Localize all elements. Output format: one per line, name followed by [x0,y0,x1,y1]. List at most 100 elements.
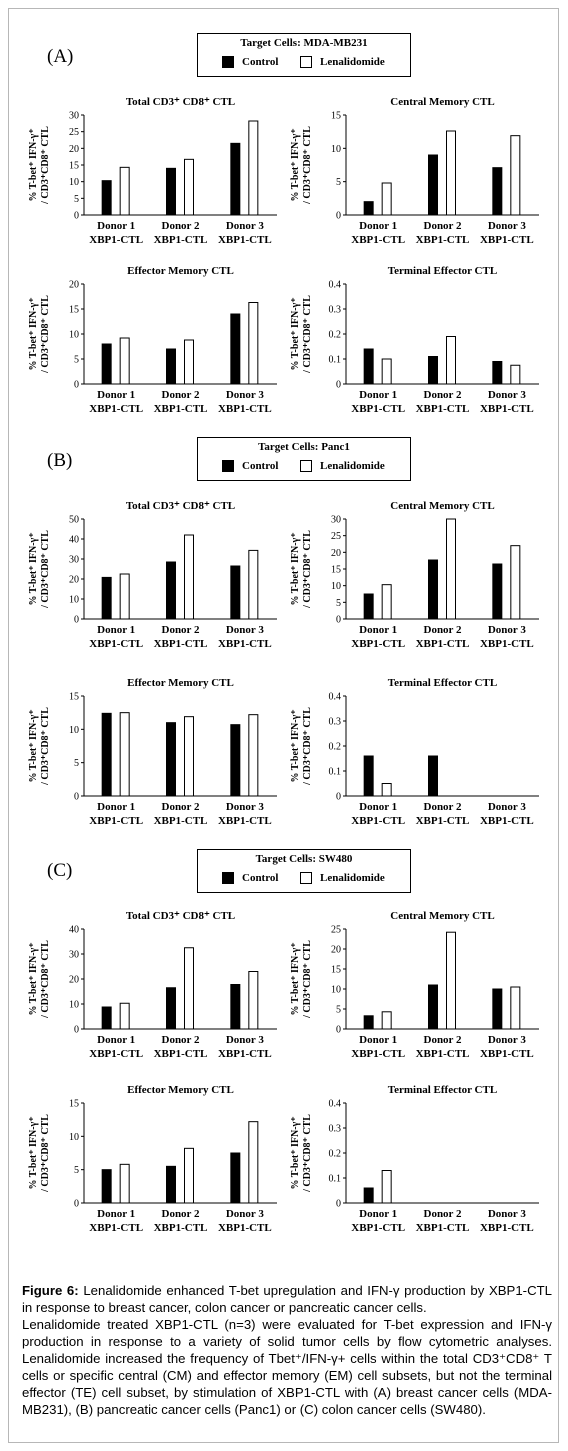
y-tick-label: 0 [74,615,79,626]
legend-control: Control [222,56,278,68]
panel-c-legend: Target Cells: SW480 Control Lenalidomide [197,849,411,893]
bar-control [166,561,176,620]
chart-a-effector-memory: Effector Memory CTL % T-bet⁺ IFN-γ⁺ / CD3⁺… [22,262,284,422]
chart-a-central-memory: Central Memory CTL % T-bet⁺ IFN-γ⁺ / CD3⁺C… [284,93,546,253]
chart-title: Effector Memory CTL [127,677,234,689]
y-tick-label: 20 [69,975,79,986]
y-tick-label: 0.2 [329,1149,342,1160]
bar-lenalidomide [510,364,521,385]
legend-lenalidomide: Lenalidomide [300,872,385,884]
bar-control [230,142,241,216]
x-tick-label-donor: Donor 1 [97,624,135,636]
legend-lenalidomide-label: Lenalidomide [320,56,385,68]
bar-lenalidomide [248,1121,259,1204]
x-tick-label-cell: XBP1-CTL [89,815,143,827]
x-tick-label-donor: Donor 3 [488,389,526,401]
bar-control [492,563,503,620]
chart-b-terminal-effector: Terminal Effector CTL % T-bet⁺ IFN-γ⁺ / CD… [284,674,546,834]
x-tick-label-donor: Donor 2 [424,801,462,813]
bar-lenalidomide [184,158,194,216]
legend-target-cells: Panc1 [321,441,350,453]
x-tick-label-donor: Donor 2 [162,624,200,636]
chart-b-central-memory: Central Memory CTL % T-bet⁺ IFN-γ⁺ / CD3⁺C… [284,497,546,657]
y-tick-label: 15 [331,111,341,122]
y-tick-label: 10 [331,985,341,996]
y-tick-label: 0.4 [329,692,342,703]
panel-b-legend: Target Cells: Panc1 Control Lenalidomide [197,437,411,481]
x-tick-label-cell: XBP1-CTL [351,815,405,827]
chart-svg: Effector Memory CTL % T-bet⁺ IFN-γ⁺ / CD3⁺… [28,677,277,827]
y-tick-label: 20 [331,945,341,956]
chart-title: Total CD3⁺ CD8⁺ CTL [126,910,235,922]
x-tick-label-cell: XBP1-CTL [416,403,470,415]
bar-control [363,1187,374,1204]
x-tick-label-cell: XBP1-CTL [351,638,405,650]
x-tick-label-donor: Donor 1 [359,801,397,813]
y-tick-label: 30 [69,111,79,122]
y-axis-label: / CD3⁺CD8⁺ CTL [302,1114,313,1193]
y-tick-label: 0 [336,615,341,626]
x-tick-label-cell: XBP1-CTL [218,815,272,827]
panel-c-letter: (C) [47,860,73,881]
y-tick-label: 40 [69,535,79,546]
bar-lenalidomide [248,714,259,797]
x-tick-label-donor: Donor 3 [226,1034,264,1046]
bar-lenalidomide [184,534,194,620]
y-axis-label: % T-bet⁺ IFN-γ⁺ [28,297,39,370]
bar-control [492,988,503,1030]
chart-a-total: Total CD3⁺ CD8⁺ CTL % T-bet⁺ IFN-γ⁺ / CD3⁺… [22,93,284,253]
bar-control [166,167,176,216]
chart-b-effector-memory: Effector Memory CTL % T-bet⁺ IFN-γ⁺ / CD3⁺… [22,674,284,834]
y-tick-label: 0.4 [329,280,342,291]
x-tick-label-donor: Donor 1 [97,801,135,813]
y-tick-label: 20 [69,280,79,291]
chart-c-central-memory: Central Memory CTL % T-bet⁺ IFN-γ⁺ / CD3⁺C… [284,907,546,1067]
x-tick-label-cell: XBP1-CTL [416,1222,470,1234]
bar-lenalidomide [184,339,194,385]
x-tick-label-donor: Donor 1 [359,389,397,401]
x-tick-label-donor: Donor 3 [488,801,526,813]
bar-control [230,1152,241,1204]
legend-title: Target Cells: Panc1 [198,441,410,453]
chart-title: Terminal Effector CTL [388,1084,497,1096]
bar-lenalidomide [381,783,392,797]
y-axis-label: % T-bet⁺ IFN-γ⁺ [28,128,39,201]
y-tick-label: 0.1 [329,767,342,778]
x-tick-label-donor: Donor 2 [162,801,200,813]
x-tick-label-donor: Donor 2 [424,389,462,401]
chart-svg: Effector Memory CTL % T-bet⁺ IFN-γ⁺ / CD3⁺… [28,265,277,415]
x-tick-label-donor: Donor 2 [424,1208,462,1220]
x-tick-label-donor: Donor 3 [488,624,526,636]
y-tick-label: 0 [74,1199,79,1210]
x-tick-label-donor: Donor 1 [97,1034,135,1046]
bar-control [428,356,438,385]
lenalidomide-swatch [300,56,312,68]
legend-target-label: Target Cells: [258,441,319,453]
bar-lenalidomide [119,337,130,385]
y-axis-label: / CD3⁺CD8⁺ CTL [40,1114,51,1193]
bar-lenalidomide [119,573,130,620]
bar-lenalidomide [119,1163,130,1204]
y-tick-label: 50 [69,515,79,526]
bar-lenalidomide [381,182,392,216]
y-tick-label: 0 [336,792,341,803]
x-tick-label-cell: XBP1-CTL [480,403,534,415]
x-tick-label-cell: XBP1-CTL [480,1222,534,1234]
y-tick-label: 15 [69,305,79,316]
bar-control [166,722,176,797]
x-tick-label-donor: Donor 3 [226,220,264,232]
bar-control [363,348,374,385]
legend-control: Control [222,460,278,472]
chart-title: Total CD3⁺ CD8⁺ CTL [126,500,235,512]
y-tick-label: 25 [331,531,341,542]
bar-control [363,593,374,620]
y-axis-label: / CD3⁺CD8⁺ CTL [40,707,51,786]
bar-control [230,984,241,1030]
chart-c-terminal-effector: Terminal Effector CTL % T-bet⁺ IFN-γ⁺ / CD… [284,1081,546,1241]
chart-title: Central Memory CTL [390,96,494,108]
bar-lenalidomide [184,716,194,797]
y-tick-label: 5 [74,1165,79,1176]
x-tick-label-donor: Donor 2 [424,1034,462,1046]
bar-lenalidomide [381,1011,392,1030]
x-tick-label-cell: XBP1-CTL [89,234,143,246]
